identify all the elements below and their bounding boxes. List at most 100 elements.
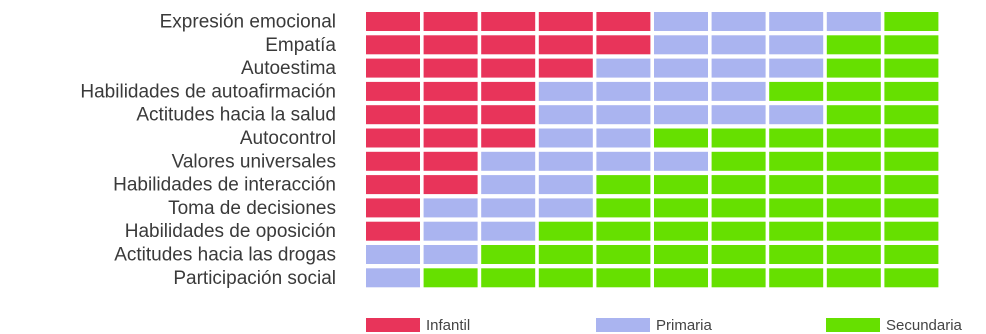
cell-infantil-autoestima-4 xyxy=(538,58,593,78)
cell-primaria-empatia-1 xyxy=(654,35,708,55)
cell-secundaria-actitudes-hacia-las-drogas-3 xyxy=(596,245,651,264)
cell-primaria-actitudes-hacia-la-salud-4 xyxy=(711,105,766,125)
cell-secundaria-actitudes-hacia-las-drogas-7 xyxy=(826,245,881,264)
cell-primaria-habilidades-de-autoafirmacion-4 xyxy=(711,81,766,101)
cell-primaria-expresion-emocional-4 xyxy=(826,12,881,31)
legend-swatch-infantil xyxy=(366,318,420,332)
cell-infantil-autocontrol-2 xyxy=(423,128,478,148)
cell-infantil-expresion-emocional-3 xyxy=(481,12,536,31)
cell-infantil-toma-de-decisiones-1 xyxy=(366,198,420,218)
cell-secundaria-habilidades-de-interaccion-2 xyxy=(654,175,708,195)
cell-primaria-autoestima-4 xyxy=(769,58,824,78)
cell-secundaria-autocontrol-5 xyxy=(884,128,939,148)
cell-secundaria-autocontrol-4 xyxy=(826,128,881,148)
cell-infantil-empatia-1 xyxy=(366,35,420,55)
cell-secundaria-habilidades-de-interaccion-1 xyxy=(596,175,651,195)
legend-swatch-primaria xyxy=(596,318,650,332)
cell-secundaria-expresion-emocional-1 xyxy=(884,12,939,31)
legend-label-secundaria: Secundaria xyxy=(886,317,963,334)
cell-infantil-autocontrol-1 xyxy=(366,128,420,148)
cell-secundaria-habilidades-de-autoafirmacion-3 xyxy=(884,81,939,101)
cell-infantil-empatia-5 xyxy=(596,35,651,55)
cell-infantil-autoestima-3 xyxy=(481,58,536,78)
cell-infantil-empatia-3 xyxy=(481,35,536,55)
cell-primaria-toma-de-decisiones-3 xyxy=(538,198,593,218)
cell-secundaria-participacion-social-3 xyxy=(538,268,593,288)
cell-secundaria-habilidades-de-oposicion-5 xyxy=(769,221,824,241)
legend: Infantil Primaria Secundaria xyxy=(366,317,963,334)
row-label-valores-universales: Valores universales xyxy=(172,151,336,172)
cell-infantil-expresion-emocional-5 xyxy=(596,12,651,31)
cell-infantil-expresion-emocional-4 xyxy=(538,12,593,31)
cell-infantil-empatia-2 xyxy=(423,35,478,55)
cell-secundaria-autoestima-1 xyxy=(826,58,881,78)
cell-secundaria-valores-universales-3 xyxy=(826,151,881,171)
cell-infantil-habilidades-de-interaccion-2 xyxy=(423,175,478,195)
cell-secundaria-habilidades-de-oposicion-7 xyxy=(884,221,939,241)
row-label-expresion-emocional: Expresión emocional xyxy=(160,12,336,33)
cell-infantil-valores-universales-2 xyxy=(423,151,478,171)
cell-secundaria-autocontrol-2 xyxy=(711,128,766,148)
cell-primaria-habilidades-de-autoafirmacion-1 xyxy=(538,81,593,101)
cell-secundaria-participacion-social-1 xyxy=(423,268,478,288)
row-label-autoestima: Autoestima xyxy=(241,58,336,79)
cell-secundaria-actitudes-hacia-las-drogas-2 xyxy=(538,245,593,264)
cell-primaria-toma-de-decisiones-1 xyxy=(423,198,478,218)
row-label-habilidades-de-oposicion: Habilidades de oposición xyxy=(125,221,336,242)
cell-primaria-actitudes-hacia-las-drogas-1 xyxy=(366,245,420,264)
cell-primaria-valores-universales-1 xyxy=(481,151,536,171)
cell-secundaria-actitudes-hacia-las-drogas-1 xyxy=(481,245,536,264)
cell-infantil-actitudes-hacia-la-salud-2 xyxy=(423,105,478,125)
cell-secundaria-toma-de-decisiones-6 xyxy=(884,198,939,218)
cell-secundaria-participacion-social-6 xyxy=(711,268,766,288)
cell-secundaria-toma-de-decisiones-1 xyxy=(596,198,651,218)
cell-secundaria-habilidades-de-autoafirmacion-2 xyxy=(826,81,881,101)
cell-primaria-valores-universales-2 xyxy=(538,151,593,171)
row-label-autocontrol: Autocontrol xyxy=(240,128,336,149)
cell-secundaria-actitudes-hacia-las-drogas-5 xyxy=(711,245,766,264)
row-label-habilidades-de-autoafirmacion: Habilidades de autoafirmación xyxy=(80,81,336,102)
cell-infantil-habilidades-de-autoafirmacion-2 xyxy=(423,81,478,101)
cell-primaria-actitudes-hacia-la-salud-1 xyxy=(538,105,593,125)
cell-secundaria-habilidades-de-oposicion-3 xyxy=(654,221,708,241)
cell-infantil-empatia-4 xyxy=(538,35,593,55)
cell-primaria-participacion-social-1 xyxy=(366,268,420,288)
cell-infantil-autocontrol-3 xyxy=(481,128,536,148)
row-label-participacion-social: Participación social xyxy=(173,268,336,289)
cell-primaria-autoestima-3 xyxy=(711,58,766,78)
legend-label-primaria: Primaria xyxy=(656,317,712,334)
cell-primaria-expresion-emocional-2 xyxy=(711,12,766,31)
cell-primaria-autoestima-2 xyxy=(654,58,708,78)
cell-secundaria-participacion-social-7 xyxy=(769,268,824,288)
cell-primaria-habilidades-de-interaccion-1 xyxy=(481,175,536,195)
cell-secundaria-habilidades-de-interaccion-6 xyxy=(884,175,939,195)
cell-primaria-habilidades-de-autoafirmacion-3 xyxy=(654,81,708,101)
cell-secundaria-valores-universales-4 xyxy=(884,151,939,171)
cell-secundaria-toma-de-decisiones-4 xyxy=(769,198,824,218)
cell-secundaria-autocontrol-3 xyxy=(769,128,824,148)
cell-secundaria-autoestima-2 xyxy=(884,58,939,78)
cell-secundaria-habilidades-de-interaccion-5 xyxy=(826,175,881,195)
cell-primaria-valores-universales-4 xyxy=(654,151,708,171)
cell-infantil-autoestima-2 xyxy=(423,58,478,78)
cell-secundaria-toma-de-decisiones-5 xyxy=(826,198,881,218)
cell-secundaria-toma-de-decisiones-2 xyxy=(654,198,708,218)
cell-secundaria-actitudes-hacia-las-drogas-6 xyxy=(769,245,824,264)
cell-secundaria-habilidades-de-oposicion-4 xyxy=(711,221,766,241)
cell-primaria-habilidades-de-oposicion-1 xyxy=(423,221,478,241)
row-label-toma-de-decisiones: Toma de decisiones xyxy=(168,198,336,219)
cell-infantil-habilidades-de-autoafirmacion-3 xyxy=(481,81,536,101)
cell-secundaria-participacion-social-5 xyxy=(654,268,708,288)
cell-secundaria-participacion-social-2 xyxy=(481,268,536,288)
cell-secundaria-toma-de-decisiones-3 xyxy=(711,198,766,218)
cell-secundaria-actitudes-hacia-la-salud-2 xyxy=(884,105,939,125)
legend-swatch-secundaria xyxy=(826,318,880,332)
cell-secundaria-actitudes-hacia-las-drogas-4 xyxy=(654,245,708,264)
cell-infantil-valores-universales-1 xyxy=(366,151,420,171)
cell-secundaria-habilidades-de-interaccion-3 xyxy=(711,175,766,195)
cell-infantil-actitudes-hacia-la-salud-1 xyxy=(366,105,420,125)
cell-secundaria-habilidades-de-autoafirmacion-1 xyxy=(769,81,824,101)
row-label-actitudes-hacia-las-drogas: Actitudes hacia las drogas xyxy=(114,245,336,266)
cell-primaria-expresion-emocional-1 xyxy=(654,12,708,31)
unit-grid xyxy=(366,12,939,288)
